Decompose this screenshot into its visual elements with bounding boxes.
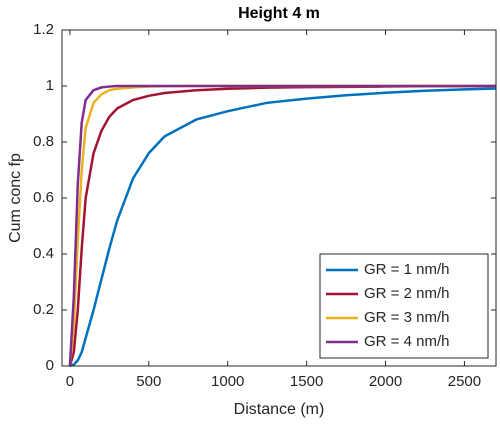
legend-label: GR = 1 nm/h xyxy=(364,261,449,278)
legend-box xyxy=(319,253,489,359)
x-tick-label: 2500 xyxy=(448,373,481,390)
x-tick-label: 2000 xyxy=(369,373,402,390)
x-axis-label: Distance (m) xyxy=(234,401,325,418)
x-tick-label: 0 xyxy=(66,373,74,390)
y-tick-label: 0.8 xyxy=(33,133,54,150)
axes-box xyxy=(61,29,497,367)
x-tick-label: 1500 xyxy=(290,373,323,390)
line-series xyxy=(69,87,497,368)
y-tick-label: 1 xyxy=(46,77,54,94)
y-tick-label: 0.6 xyxy=(33,189,54,206)
y-tick-label: 1.2 xyxy=(33,21,54,38)
y-tick-label: 0 xyxy=(46,357,54,374)
legend-label: GR = 2 nm/h xyxy=(364,285,449,302)
y-tick-label: 0.4 xyxy=(33,245,54,262)
legend-label: GR = 4 nm/h xyxy=(364,333,449,350)
y-axis-label: Cum conc fp xyxy=(7,153,24,243)
x-tick-label: 500 xyxy=(136,373,161,390)
x-tick-label: 1000 xyxy=(211,373,244,390)
legend-label: GR = 3 nm/h xyxy=(364,309,449,326)
line-series xyxy=(68,84,496,367)
y-tick-label: 0.2 xyxy=(33,301,54,318)
chart-title: Height 4 m xyxy=(238,5,320,22)
